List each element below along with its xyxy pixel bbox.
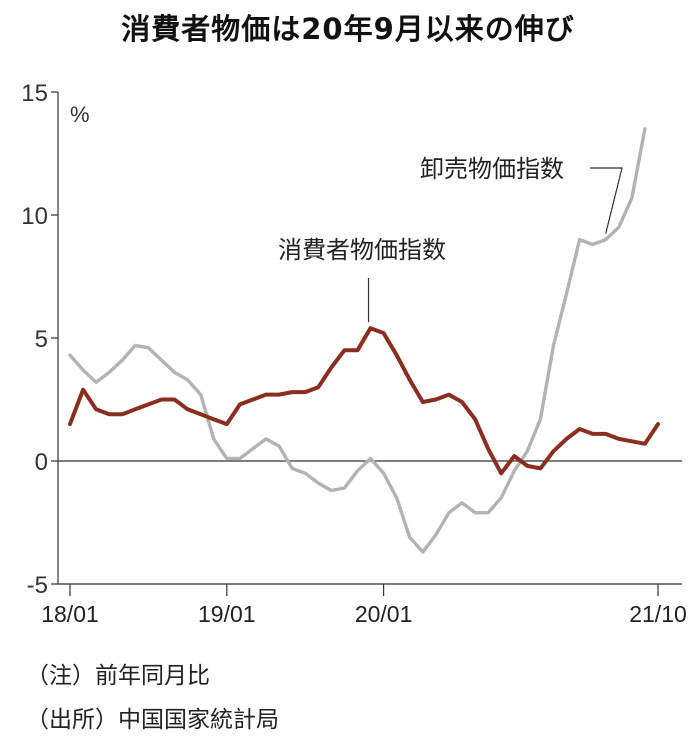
y-unit-label: % — [70, 102, 90, 127]
y-tick-label: 5 — [35, 326, 48, 353]
footnote-source: （出所）中国国家統計局 — [26, 707, 279, 733]
y-tick-label: -5 — [27, 572, 48, 599]
y-tick-label: 15 — [21, 80, 48, 107]
y-tick-label: 0 — [35, 449, 48, 476]
chart-title: 消費者物価は20年9月以来の伸び — [121, 12, 575, 46]
x-tick-label: 19/01 — [198, 601, 256, 627]
footnote-basis: （注）前年同月比 — [26, 663, 210, 689]
cpi-series-label: 消費者物価指数 — [278, 236, 446, 264]
x-tick-label: 21/10 — [629, 601, 687, 627]
ppi-leader-line — [590, 167, 623, 234]
x-tick-label: 20/01 — [355, 601, 413, 627]
axes: -5 0 5 10 15% 18/01 19/01 20/01 21/10 — [21, 80, 686, 627]
ppi-line — [68, 127, 647, 554]
annotations: 消費者物価指数 卸売物価指数 — [278, 155, 623, 323]
series-layer — [68, 127, 660, 554]
y-tick-label: 10 — [21, 203, 48, 230]
x-tick-label: 18/01 — [41, 601, 99, 627]
cpi-line — [68, 326, 660, 476]
ppi-series-label: 卸売物価指数 — [420, 155, 564, 183]
